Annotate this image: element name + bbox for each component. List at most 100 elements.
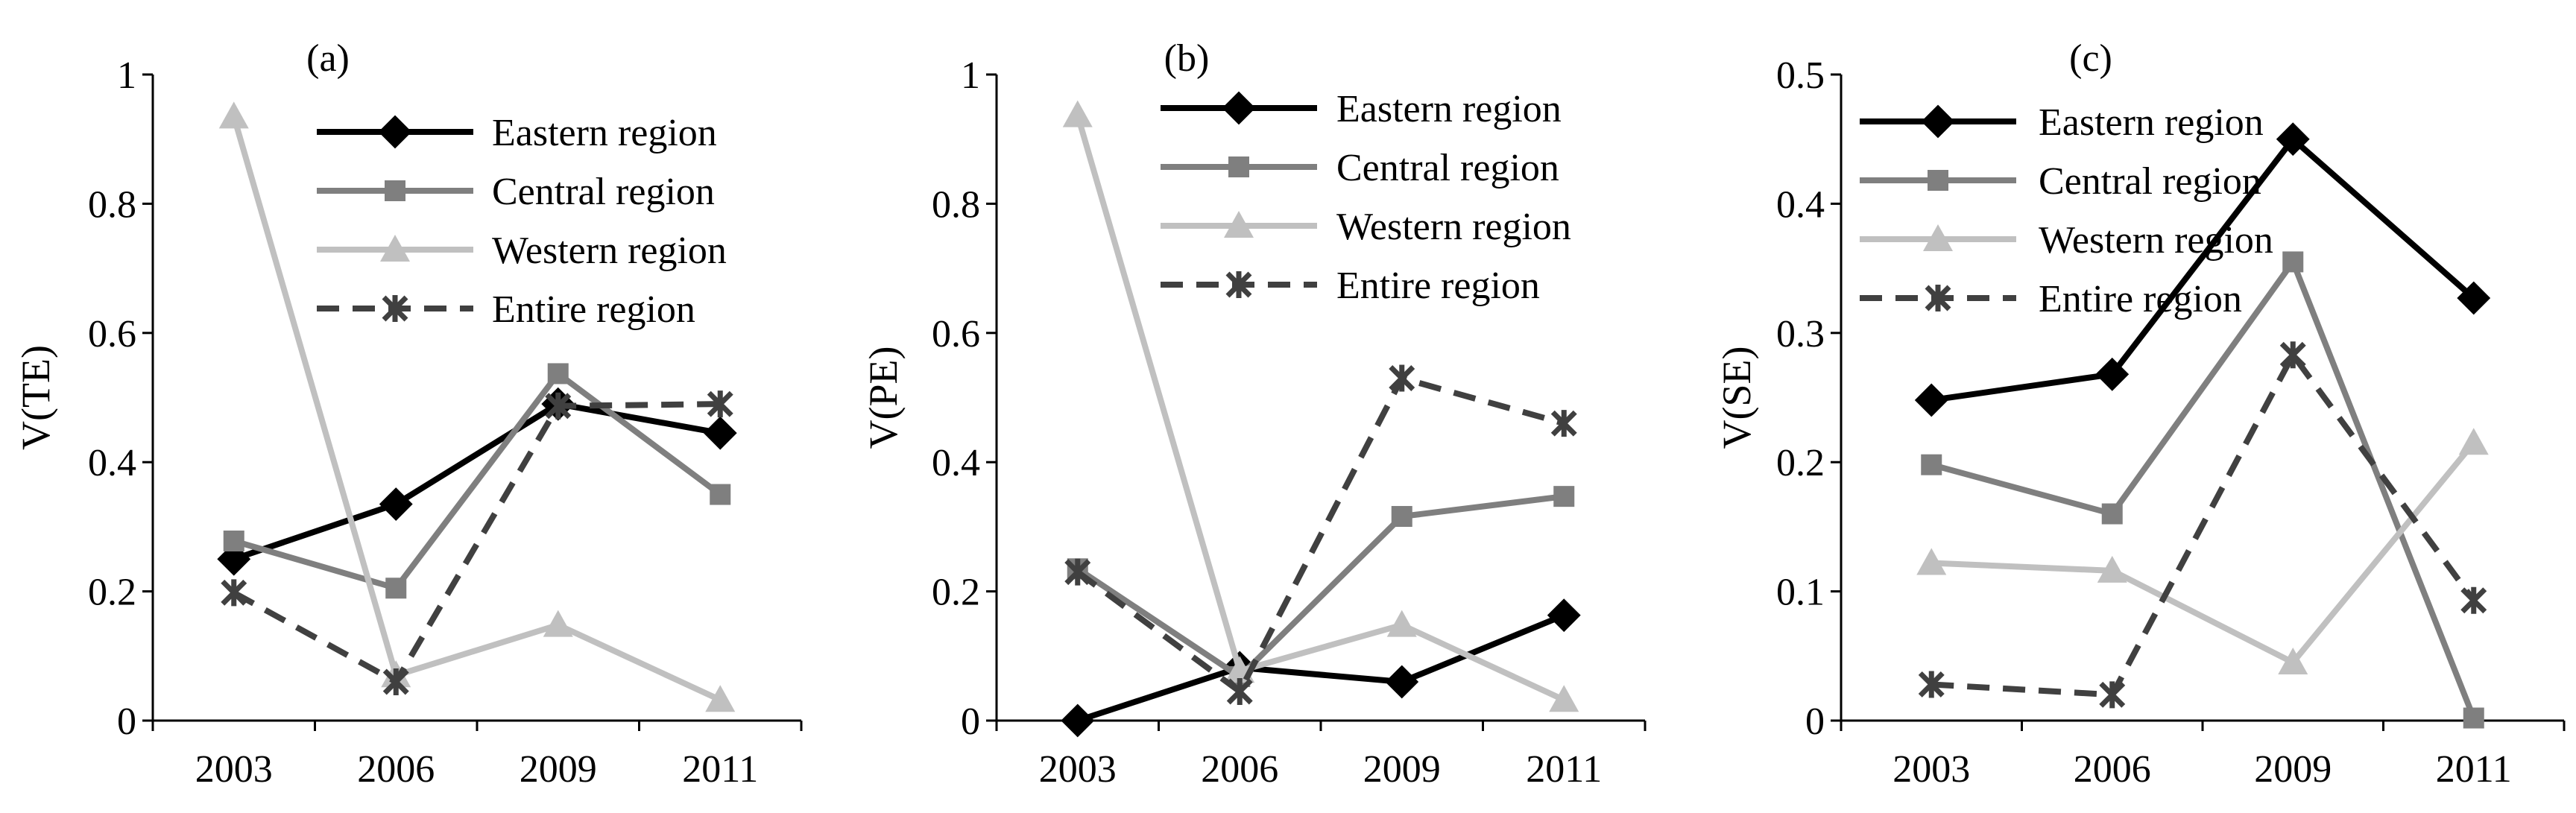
legend-label: Eastern region bbox=[1336, 88, 1562, 130]
legend-marker bbox=[1224, 211, 1254, 238]
legend-marker bbox=[380, 235, 410, 262]
legend-label: Entire region bbox=[1336, 265, 1540, 307]
data-point bbox=[2282, 251, 2304, 273]
data-point bbox=[1385, 665, 1419, 699]
y-tick-label: 0 bbox=[1805, 700, 1825, 743]
y-tick-label: 0.2 bbox=[1776, 442, 1825, 484]
legend-marker bbox=[382, 295, 408, 322]
legend-item-eastern-region: Eastern region bbox=[1161, 88, 1562, 130]
data-point bbox=[705, 685, 736, 712]
data-point bbox=[1916, 548, 1947, 575]
data-point bbox=[2458, 428, 2489, 455]
legend-label: Entire region bbox=[2039, 278, 2242, 320]
legend-item-entire-region: Entire region bbox=[317, 288, 695, 331]
series-eastern-region bbox=[1914, 122, 2491, 417]
series-line bbox=[233, 401, 721, 563]
x-tick-label: 2003 bbox=[1039, 748, 1117, 791]
data-point bbox=[2101, 503, 2123, 525]
series-western-region bbox=[218, 101, 736, 712]
x-tick-label: 2011 bbox=[1526, 748, 1602, 791]
data-point bbox=[223, 530, 244, 551]
legend-item-entire-region: Entire region bbox=[1161, 265, 1540, 307]
data-point bbox=[2460, 586, 2487, 614]
data-point bbox=[1062, 100, 1093, 127]
series-line bbox=[1931, 136, 2476, 403]
legend-item-western-region: Western region bbox=[1161, 206, 1571, 248]
data-point bbox=[2276, 122, 2310, 156]
legend-item-western-region: Western region bbox=[1860, 219, 2273, 262]
data-point bbox=[703, 416, 737, 450]
y-tick-label: 0 bbox=[961, 700, 980, 743]
legend-marker bbox=[1928, 170, 1948, 191]
legend-label: Entire region bbox=[492, 288, 695, 331]
y-tick-label: 0.2 bbox=[88, 572, 136, 614]
legend-marker bbox=[1923, 224, 1953, 251]
chart-panel-1: 0 0.2 0.4 0.6 0.8 1 2003 2006 2009 2011 V(TE) (a) Ea… bbox=[13, 37, 803, 791]
x-tick-label: 2009 bbox=[2254, 748, 2332, 791]
data-point bbox=[2463, 707, 2484, 729]
x-tick-label: 2011 bbox=[682, 748, 758, 791]
panel-title: (b) bbox=[1164, 37, 1210, 80]
data-point bbox=[221, 579, 247, 607]
data-point bbox=[1547, 598, 1581, 633]
series-entire-region bbox=[1064, 364, 1577, 705]
y-axis-label: V(PE) bbox=[861, 347, 906, 449]
series-line bbox=[1931, 352, 2476, 698]
data-point bbox=[1226, 677, 1253, 705]
y-tick-label: 1 bbox=[117, 54, 136, 97]
data-point bbox=[1061, 703, 1095, 738]
legend-label: Western region bbox=[1336, 206, 1571, 248]
data-point bbox=[218, 101, 249, 129]
y-tick-label: 0.5 bbox=[1776, 54, 1825, 97]
data-point bbox=[1549, 685, 1579, 712]
legend-label: Western region bbox=[492, 230, 727, 272]
series-line bbox=[1931, 259, 2477, 720]
legend-marker bbox=[385, 180, 405, 201]
series-line bbox=[1076, 612, 1565, 724]
series-line bbox=[1931, 440, 2476, 665]
panel-title: (a) bbox=[306, 37, 350, 80]
y-tick-label: 0.6 bbox=[932, 313, 980, 355]
legend-label: Central region bbox=[2039, 160, 2261, 203]
series-western-region bbox=[1062, 100, 1579, 712]
data-point bbox=[382, 668, 409, 695]
data-point bbox=[1064, 558, 1091, 586]
legend-marker bbox=[1222, 91, 1256, 125]
y-tick-label: 0.4 bbox=[88, 442, 136, 484]
legend-label: Western region bbox=[2039, 219, 2273, 262]
y-tick-label: 0.1 bbox=[1776, 572, 1825, 614]
legend-marker bbox=[1228, 156, 1249, 177]
y-tick-label: 0.6 bbox=[88, 313, 136, 355]
data-point bbox=[547, 363, 569, 385]
y-tick-label: 0.4 bbox=[1776, 183, 1825, 226]
chart-panel-2: 0 0.2 0.4 0.6 0.8 1 2003 2006 2009 2011 V(PE) (b) Ea… bbox=[861, 37, 1647, 791]
panel-title: (c) bbox=[2069, 37, 2112, 80]
data-point bbox=[710, 484, 731, 505]
series-western-region bbox=[1916, 428, 2489, 674]
series-central-region bbox=[223, 363, 731, 599]
data-point bbox=[379, 487, 413, 521]
legend: Eastern region Central region Western regi… bbox=[1860, 101, 2273, 320]
legend-label: Eastern region bbox=[492, 112, 717, 154]
legend-marker bbox=[378, 115, 412, 149]
legend-item-eastern-region: Eastern region bbox=[317, 112, 717, 154]
y-axis-label: V(SE) bbox=[1714, 347, 1759, 449]
y-tick-label: 0.3 bbox=[1776, 313, 1825, 355]
legend-item-eastern-region: Eastern region bbox=[1860, 101, 2264, 144]
data-point bbox=[1386, 610, 1417, 637]
legend: Eastern region Central region Western regi… bbox=[317, 112, 727, 331]
data-point bbox=[707, 390, 733, 418]
x-tick-label: 2009 bbox=[1363, 748, 1441, 791]
data-point bbox=[1914, 383, 1948, 417]
x-tick-label: 2006 bbox=[2074, 748, 2151, 791]
x-tick-label: 2009 bbox=[520, 748, 597, 791]
data-point bbox=[1918, 671, 1945, 698]
legend-label: Eastern region bbox=[2039, 101, 2264, 144]
legend-item-central-region: Central region bbox=[317, 171, 715, 213]
data-point bbox=[1391, 506, 1412, 528]
data-point bbox=[2279, 341, 2306, 369]
chart-panel-3: 0 0.1 0.2 0.3 0.4 0.5 2003 2006 2009 2011 V(SE) (c)… bbox=[1714, 37, 2566, 791]
data-point bbox=[2099, 681, 2126, 709]
data-point bbox=[2095, 357, 2130, 391]
series-line bbox=[233, 370, 722, 592]
